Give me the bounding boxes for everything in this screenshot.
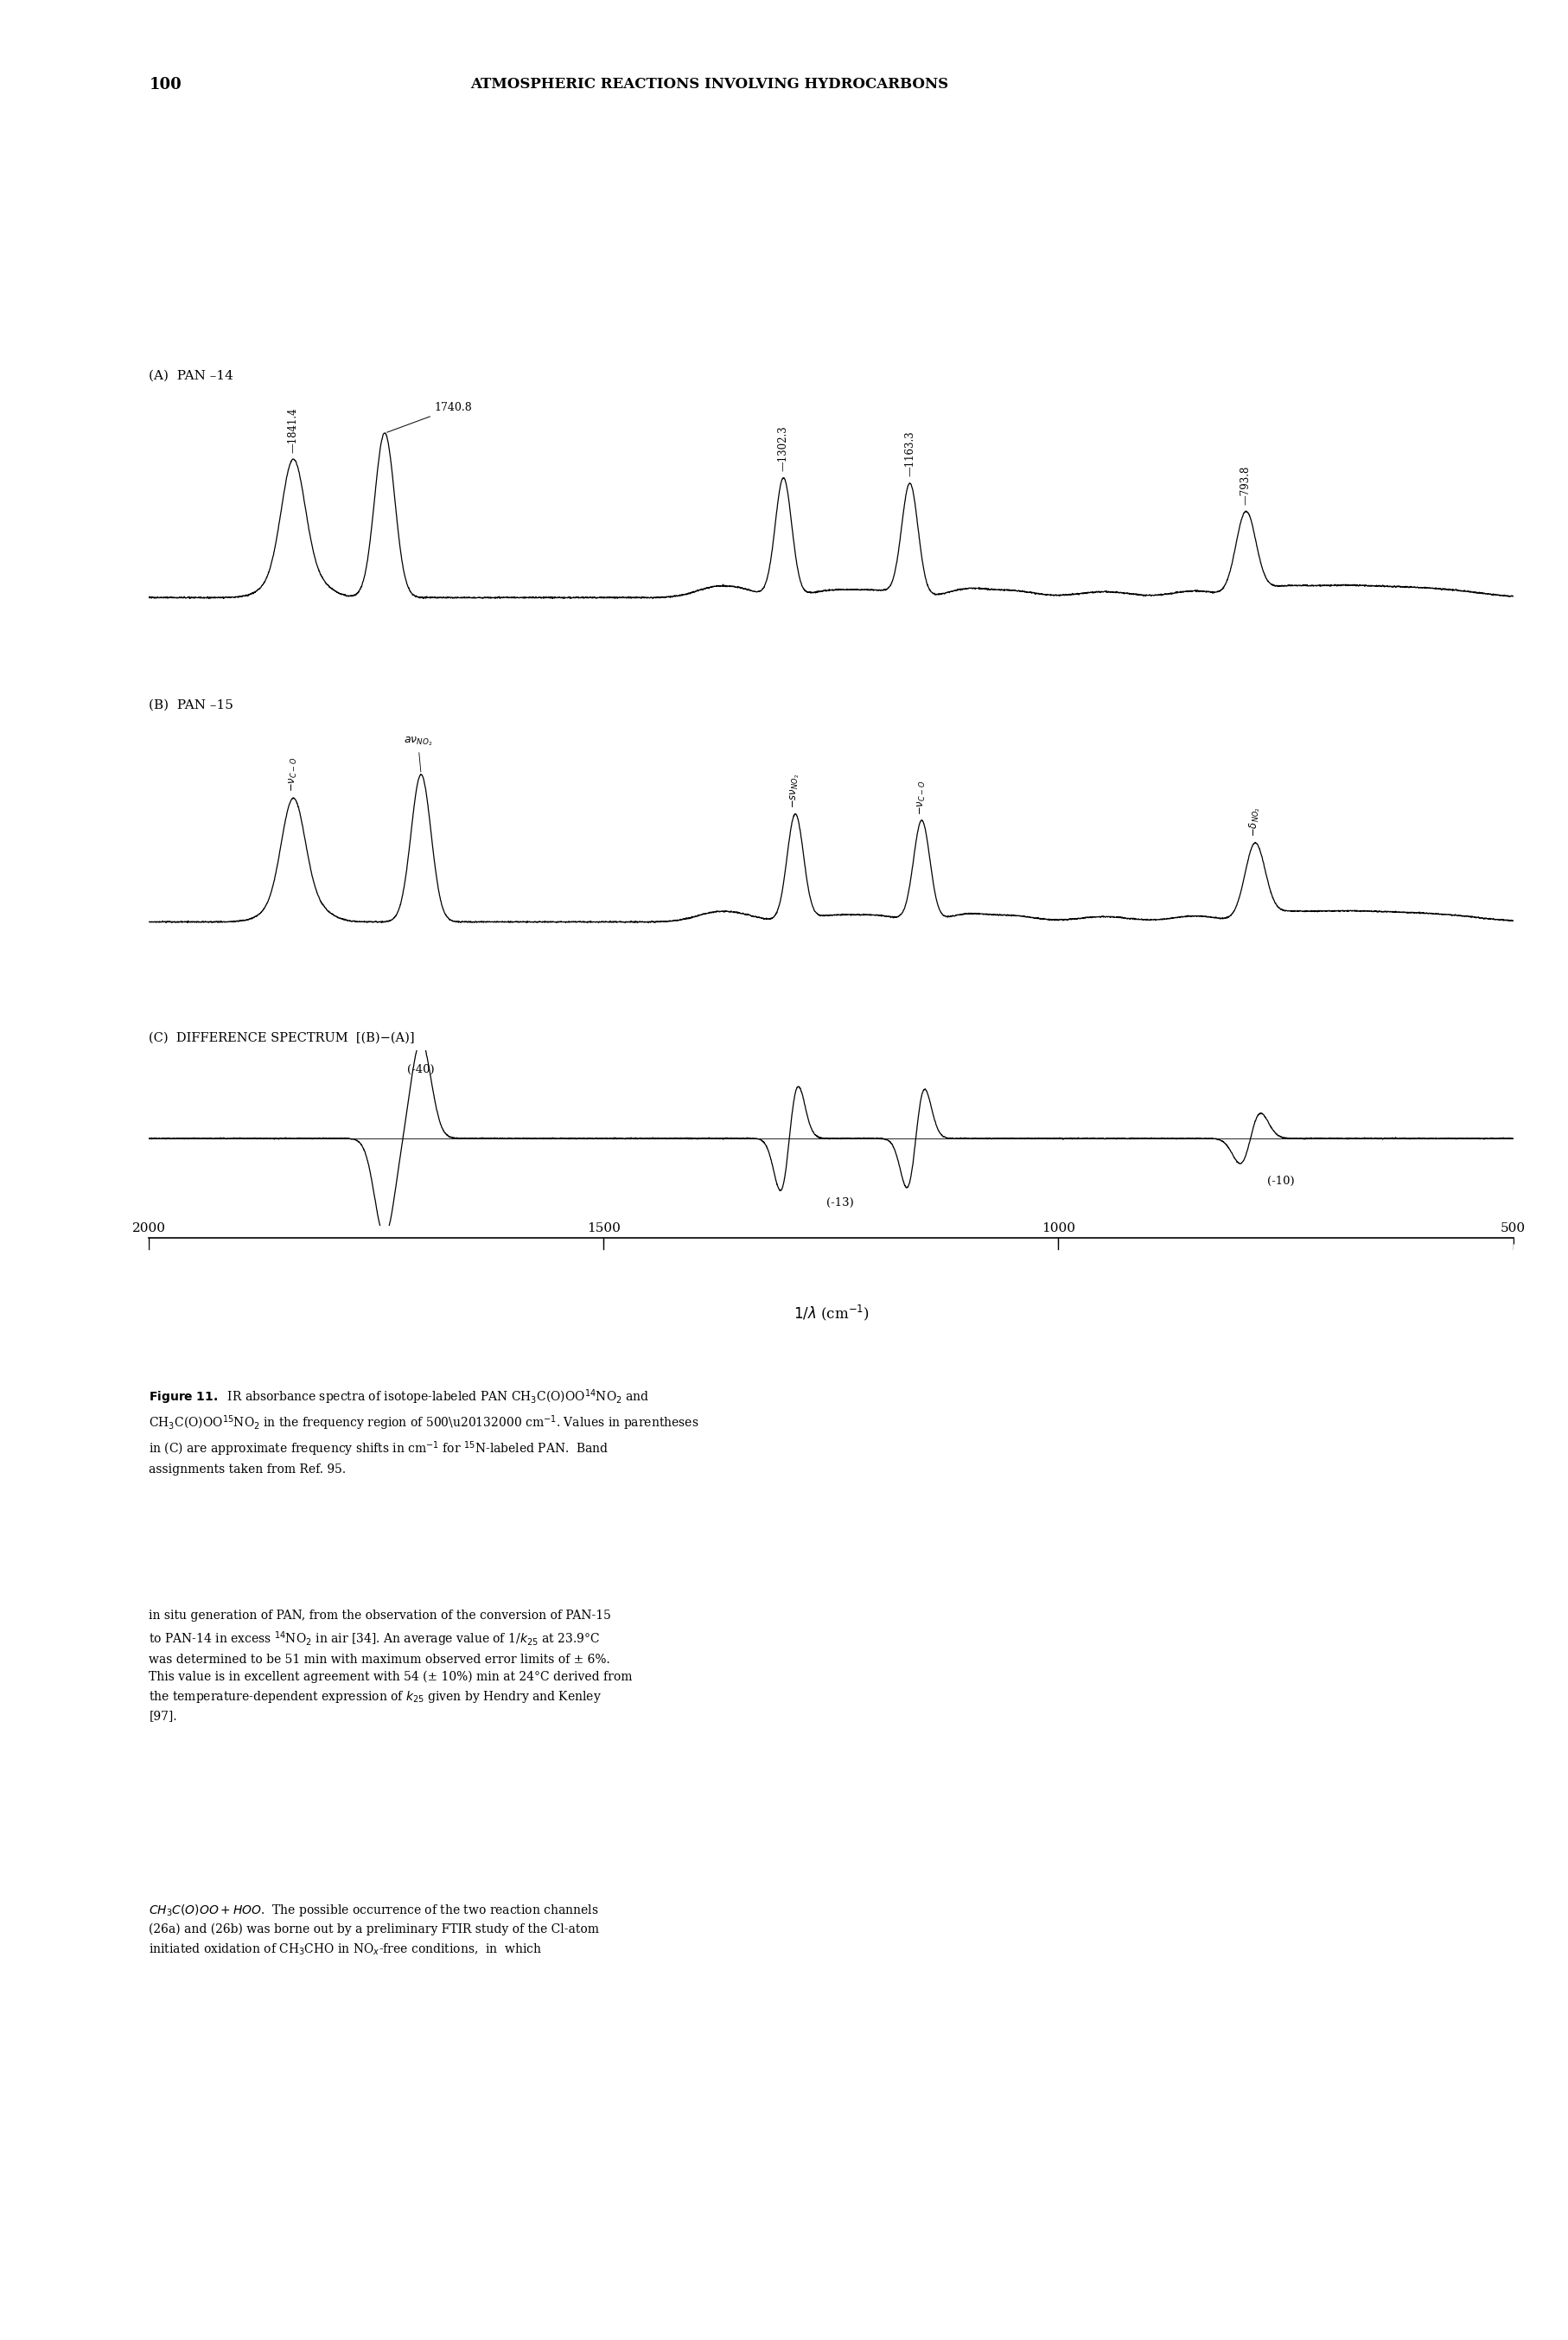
Text: (-10): (-10) xyxy=(1267,1175,1295,1186)
Text: $-\delta_{NO_2}$: $-\delta_{NO_2}$ xyxy=(1248,807,1262,835)
Text: $-\nu_{C-O}$: $-\nu_{C-O}$ xyxy=(916,779,927,814)
Text: $-\nu_{C-O}$: $-\nu_{C-O}$ xyxy=(287,758,299,793)
Text: (-40): (-40) xyxy=(408,1065,434,1074)
Text: 1740.8: 1740.8 xyxy=(387,402,472,433)
Text: $1/\lambda$ (cm$^{-1}$): $1/\lambda$ (cm$^{-1}$) xyxy=(793,1303,869,1322)
Text: in situ generation of PAN, from the observation of the conversion of PAN-15
to P: in situ generation of PAN, from the obse… xyxy=(149,1610,632,1722)
Text: —793.8: —793.8 xyxy=(1240,466,1251,505)
Text: —1841.4: —1841.4 xyxy=(287,407,299,452)
Text: —1302.3: —1302.3 xyxy=(778,426,789,470)
Text: (B)  PAN –15: (B) PAN –15 xyxy=(149,700,234,711)
Text: 100: 100 xyxy=(149,77,182,94)
Text: $\mathit{CH_3C(O)OO + HOO}$.  The possible occurrence of the two reaction channe: $\mathit{CH_3C(O)OO + HOO}$. The possibl… xyxy=(149,1902,599,1956)
Text: —1163.3: —1163.3 xyxy=(905,431,916,477)
Text: ATMOSPHERIC REACTIONS INVOLVING HYDROCARBONS: ATMOSPHERIC REACTIONS INVOLVING HYDROCAR… xyxy=(470,77,949,91)
Text: $-s\nu_{NO_2}$: $-s\nu_{NO_2}$ xyxy=(789,775,801,807)
Text: $\mathbf{Figure\ 11.}$  IR absorbance spectra of isotope-labeled PAN CH$_3$C(O)O: $\mathbf{Figure\ 11.}$ IR absorbance spe… xyxy=(149,1388,699,1477)
Text: (-13): (-13) xyxy=(826,1198,855,1207)
Text: $a\nu_{NO_2}$: $a\nu_{NO_2}$ xyxy=(403,735,433,772)
Text: (A)  PAN –14: (A) PAN –14 xyxy=(149,370,234,381)
Text: (C)  DIFFERENCE SPECTRUM  [(B)−(A)]: (C) DIFFERENCE SPECTRUM [(B)−(A)] xyxy=(149,1032,416,1044)
